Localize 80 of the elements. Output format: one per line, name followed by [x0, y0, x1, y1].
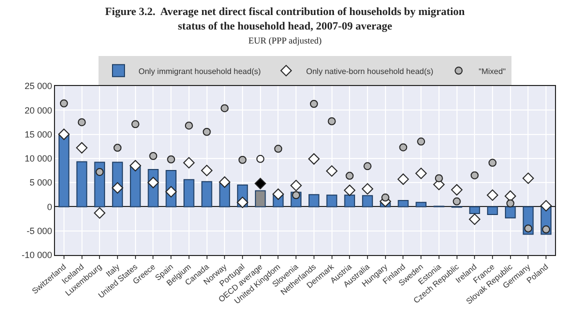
point [417, 138, 426, 146]
bar [469, 206, 480, 214]
point [506, 199, 514, 208]
point [452, 197, 461, 206]
point [346, 172, 354, 180]
point [540, 200, 552, 212]
point [184, 122, 193, 130]
point [398, 173, 409, 185]
point [328, 117, 336, 126]
y-tick-label: 10 000 [24, 154, 52, 164]
point [362, 183, 374, 195]
legend-label: Only immigrant household head(s) [138, 66, 262, 76]
bar [254, 190, 266, 208]
bar [398, 200, 409, 208]
y-tick-label: 20 000 [24, 105, 52, 116]
y-tick-label: 15 000 [24, 129, 52, 140]
point [94, 207, 106, 219]
point [451, 184, 462, 196]
point [542, 225, 550, 234]
point [236, 196, 248, 208]
point [272, 188, 284, 200]
point [399, 143, 408, 152]
point [364, 162, 372, 170]
point [201, 164, 212, 176]
y-tick-label: -10 000 [22, 250, 52, 260]
legend-label: "Mixed" [478, 66, 506, 76]
y-tick-label: 0 [47, 202, 52, 212]
bar [326, 194, 338, 208]
bar [201, 181, 212, 208]
point [274, 144, 282, 153]
y-tick-label: -5 000 [26, 226, 52, 236]
point [183, 157, 195, 168]
y-tick-label: 25 000 [24, 81, 52, 92]
point [308, 153, 320, 165]
chart-title: Figure 3.2. Average net direct fiscal contribution of households by migration status of the household head, 2007-09 average [105, 6, 465, 32]
point [149, 152, 158, 160]
point [290, 180, 302, 192]
bar [416, 202, 426, 208]
point [434, 174, 443, 182]
point [165, 186, 177, 198]
point [344, 184, 356, 196]
bar [487, 206, 498, 215]
point [238, 156, 246, 164]
bar [308, 194, 320, 208]
point [130, 160, 142, 172]
bar [504, 206, 516, 218]
point [524, 224, 532, 232]
bar [58, 134, 70, 208]
y-tick-label: 5 000 [30, 178, 52, 188]
point [114, 144, 122, 152]
point [310, 100, 318, 108]
point [470, 171, 479, 180]
point [488, 158, 496, 167]
point [58, 128, 70, 140]
bar [219, 183, 230, 208]
point [468, 214, 480, 225]
point [167, 155, 176, 164]
point [326, 165, 338, 177]
point [131, 120, 140, 128]
bar [130, 165, 141, 208]
point [76, 142, 88, 154]
point [78, 118, 86, 126]
bar [344, 194, 356, 208]
chart-subtitle: EUR (PPP adjusted) [248, 36, 322, 46]
point [486, 189, 498, 201]
point [112, 182, 124, 194]
point [415, 168, 427, 180]
point [254, 178, 266, 190]
point [202, 128, 211, 136]
point [522, 172, 534, 184]
point [220, 104, 229, 112]
bar [76, 161, 88, 208]
bar [362, 195, 373, 208]
point [148, 176, 159, 188]
point [60, 99, 68, 108]
point [381, 194, 390, 202]
legend-label: Only native-born household head(s) [306, 66, 434, 76]
point [96, 168, 104, 176]
bar [184, 179, 194, 208]
point [218, 176, 230, 188]
